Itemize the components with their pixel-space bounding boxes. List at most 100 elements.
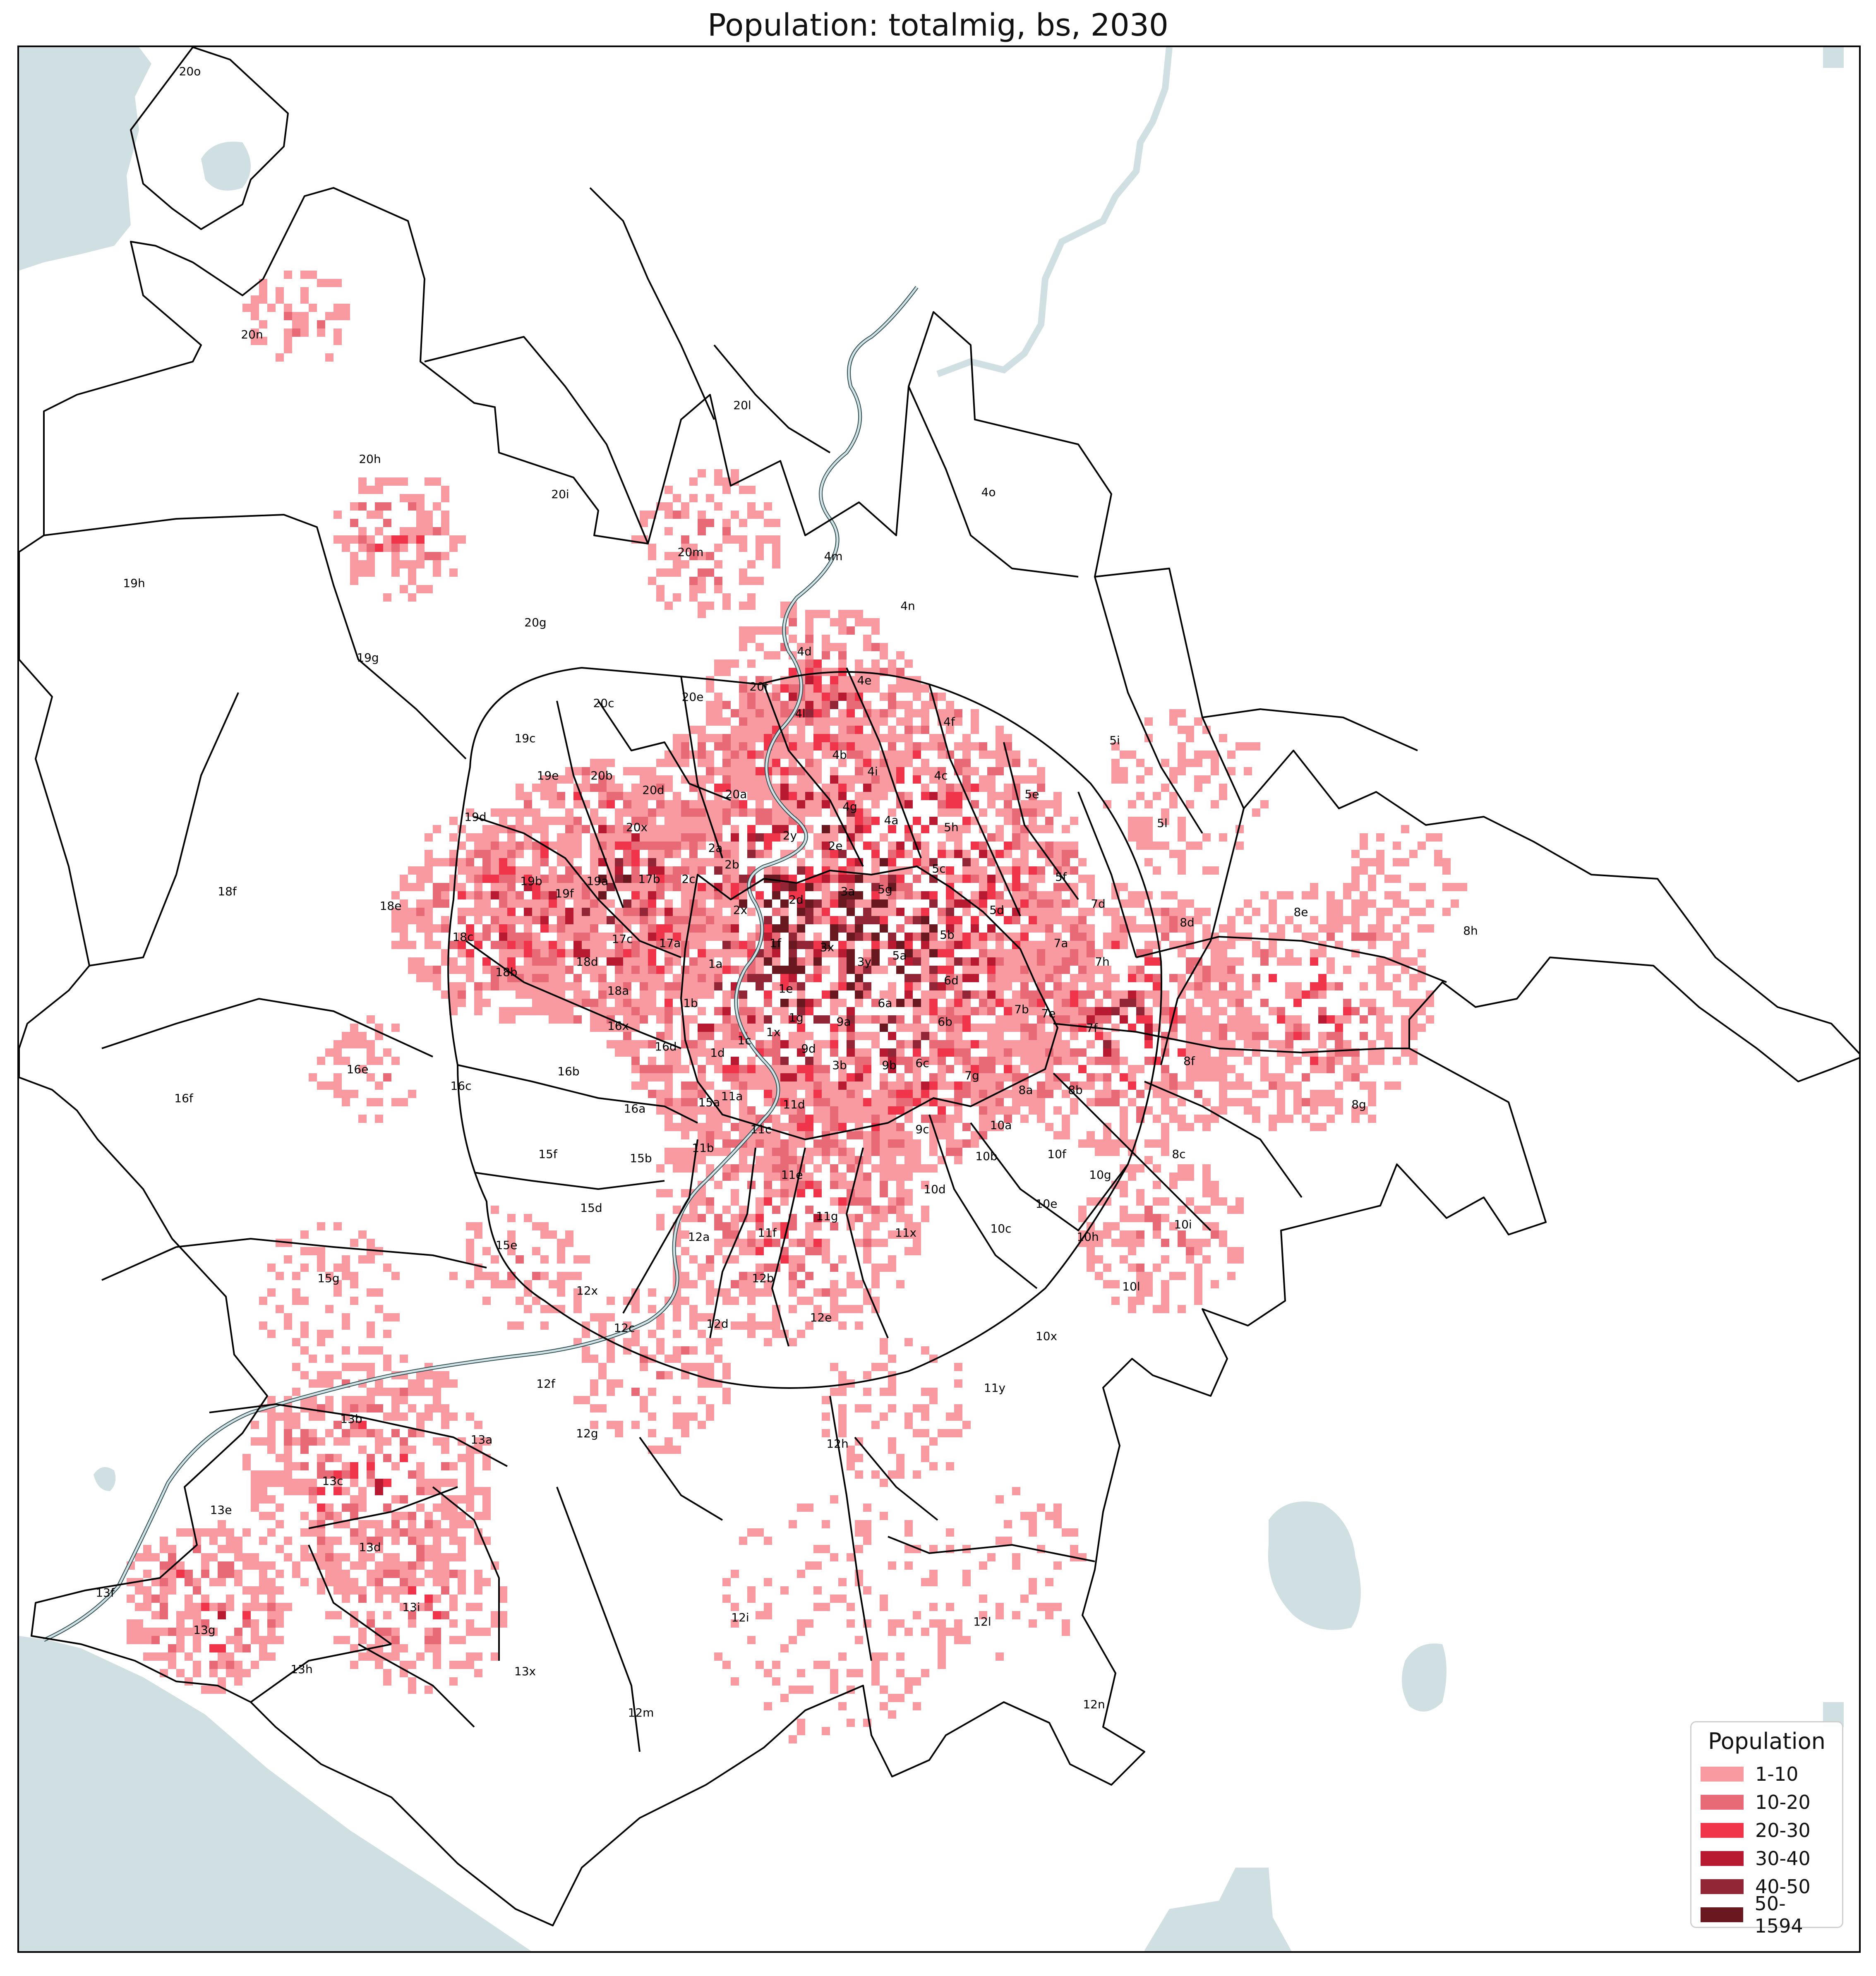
density-cell (764, 1048, 772, 1057)
density-cell (789, 1032, 797, 1040)
density-cell (706, 957, 714, 966)
map-frame[interactable]: 20o 20n 20h 20i 20l 4o 4m 4n 20m 19h 19g 20g 4d 4e 20f… (17, 46, 1861, 1953)
density-cell (996, 734, 1004, 742)
density-cell (847, 891, 855, 899)
density-cell (706, 1131, 714, 1139)
density-cell (631, 891, 640, 899)
density-cell (1136, 1090, 1144, 1098)
density-cell (1293, 1024, 1302, 1032)
density-cell (971, 1040, 979, 1048)
density-cell (1037, 1106, 1045, 1115)
density-cell (929, 1073, 938, 1082)
density-cell (1318, 1065, 1327, 1073)
density-cell (954, 1156, 962, 1164)
density-cell (1186, 1007, 1194, 1015)
density-cell (1111, 999, 1120, 1007)
density-cell (665, 817, 673, 825)
density-cell (648, 974, 656, 982)
density-cell (1376, 1015, 1384, 1024)
density-cell (689, 1015, 698, 1024)
density-cell (921, 825, 929, 833)
density-cell (1426, 1015, 1434, 1024)
density-cell (1070, 1057, 1078, 1065)
density-cell (747, 1106, 756, 1115)
density-cell (1128, 990, 1136, 999)
density-cell (1029, 817, 1037, 825)
density-cell (516, 990, 524, 999)
density-cell (838, 916, 847, 924)
density-cell (1144, 957, 1153, 966)
density-cell (681, 924, 689, 933)
density-cell (1053, 1007, 1062, 1015)
density-cell (1020, 833, 1029, 842)
density-cell (987, 990, 996, 999)
density-cell (714, 949, 722, 957)
density-cell (756, 966, 764, 974)
density-cell (797, 1048, 805, 1057)
density-cell (1020, 1040, 1029, 1048)
density-cell (938, 1024, 946, 1032)
density-cell (1252, 982, 1260, 990)
density-cell (1227, 916, 1235, 924)
density-cell (631, 1057, 640, 1065)
density-cell (1111, 1098, 1120, 1106)
density-cell (706, 982, 714, 990)
density-cell (615, 784, 623, 792)
density-cell (813, 717, 822, 726)
density-cell (1045, 924, 1053, 933)
density-cell (1153, 990, 1161, 999)
density-cell (540, 792, 549, 800)
density-cell (838, 825, 847, 833)
density-cell (913, 957, 921, 966)
density-cell (863, 908, 871, 916)
density-cell (607, 792, 615, 800)
density-cell (722, 1148, 731, 1156)
density-cell (739, 990, 747, 999)
density-cell (673, 1057, 681, 1065)
density-cell (946, 1015, 954, 1024)
density-cell (996, 751, 1004, 759)
density-cell (1327, 982, 1335, 990)
density-cell (1302, 1098, 1310, 1106)
density-cell (739, 1040, 747, 1048)
density-cell (987, 1098, 996, 1106)
density-cell (1045, 941, 1053, 949)
density-cell (813, 1040, 822, 1048)
density-cell (979, 784, 987, 792)
density-cell (1252, 1032, 1260, 1040)
density-cell (855, 982, 863, 990)
density-cell (789, 1148, 797, 1156)
density-cell (1153, 1139, 1161, 1148)
density-cell (640, 957, 648, 966)
density-cell (938, 908, 946, 916)
density-cell (615, 908, 623, 916)
density-cell (1120, 999, 1128, 1007)
density-cell (681, 842, 689, 850)
density-cell (772, 941, 780, 949)
density-cell (665, 999, 673, 1007)
map-canvas[interactable]: 20o20n20h20i20l4o4m4n20m19h19g20g4d4e20f… (19, 47, 1861, 1953)
density-cell (1037, 949, 1045, 957)
density-cell (1418, 974, 1426, 982)
density-cell (1318, 924, 1327, 933)
density-cell (1078, 949, 1087, 957)
density-cell (491, 908, 499, 916)
density-cell (1144, 1139, 1153, 1148)
density-cell (830, 875, 838, 883)
density-cell (838, 875, 847, 883)
density-cell (623, 1007, 631, 1015)
density-cell (896, 1082, 904, 1090)
density-cell (1219, 1065, 1227, 1073)
density-cell (863, 966, 871, 974)
density-cell (648, 1090, 656, 1098)
density-cell (863, 701, 871, 709)
density-cell (598, 974, 607, 982)
density-cell (640, 858, 648, 866)
density-cell (540, 916, 549, 924)
density-cell (722, 800, 731, 808)
density-cell (1211, 1032, 1219, 1040)
density-cell (830, 751, 838, 759)
density-cell (1004, 1015, 1012, 1024)
density-cell (698, 908, 706, 916)
density-cell (855, 999, 863, 1007)
